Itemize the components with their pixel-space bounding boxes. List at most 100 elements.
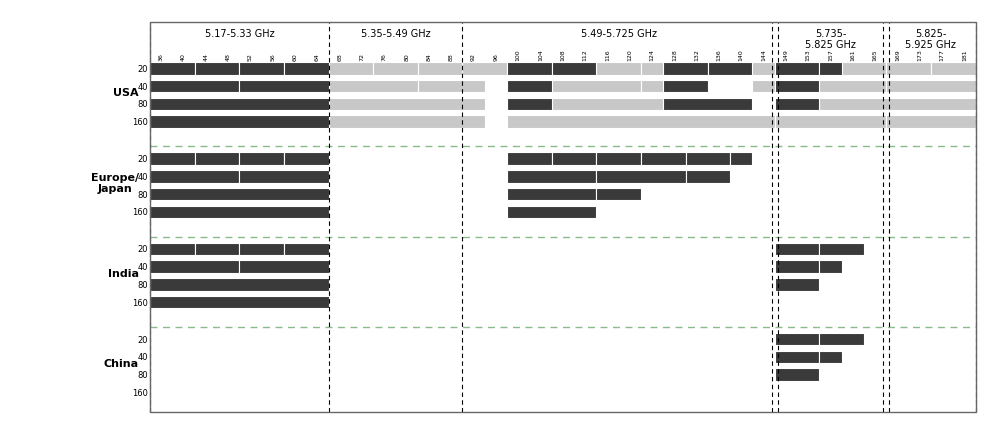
Bar: [150, 153, 195, 166]
Bar: [596, 153, 641, 166]
Text: 124: 124: [650, 49, 655, 61]
Text: 177: 177: [940, 49, 945, 61]
Text: 84: 84: [426, 53, 432, 61]
Text: 104: 104: [538, 49, 543, 61]
Bar: [641, 153, 686, 166]
Bar: [418, 63, 462, 75]
Bar: [819, 351, 842, 363]
Text: India: India: [108, 268, 139, 278]
Bar: [150, 296, 329, 308]
Bar: [150, 171, 239, 183]
Bar: [284, 63, 329, 75]
Text: Europe/
Japan: Europe/ Japan: [91, 172, 139, 194]
Text: 80: 80: [137, 100, 148, 109]
Text: 5.49-5.725 GHz: 5.49-5.725 GHz: [581, 28, 657, 39]
Text: 5.35-5.49 GHz: 5.35-5.49 GHz: [361, 28, 430, 39]
Text: USA: USA: [113, 88, 139, 98]
Bar: [150, 279, 329, 291]
Bar: [886, 63, 931, 75]
Text: 80: 80: [137, 280, 148, 289]
Bar: [752, 63, 775, 75]
Text: 160: 160: [132, 118, 148, 127]
Text: 20: 20: [137, 155, 148, 164]
Bar: [663, 98, 752, 111]
Text: 52: 52: [248, 53, 253, 61]
Bar: [329, 81, 418, 93]
Bar: [329, 116, 485, 128]
Bar: [886, 81, 976, 93]
Bar: [775, 333, 819, 346]
Bar: [418, 81, 485, 93]
Bar: [775, 279, 819, 291]
Bar: [596, 63, 641, 75]
Text: 56: 56: [270, 53, 275, 61]
Bar: [239, 171, 329, 183]
Text: 5.17-5.33 GHz: 5.17-5.33 GHz: [205, 28, 274, 39]
Bar: [886, 116, 976, 128]
Bar: [775, 261, 819, 273]
Text: 120: 120: [627, 49, 632, 61]
Bar: [641, 63, 663, 75]
Text: 20: 20: [137, 64, 148, 74]
Text: 144: 144: [761, 49, 766, 61]
Text: 76: 76: [382, 53, 387, 61]
Bar: [150, 261, 239, 273]
Bar: [195, 153, 239, 166]
Bar: [819, 63, 842, 75]
Bar: [819, 81, 886, 93]
Text: 44: 44: [203, 53, 208, 61]
Bar: [819, 98, 976, 111]
Bar: [775, 81, 819, 93]
Bar: [686, 153, 730, 166]
Text: 112: 112: [583, 49, 588, 61]
Text: 140: 140: [739, 49, 744, 61]
Bar: [329, 63, 373, 75]
Text: 40: 40: [137, 353, 148, 362]
Bar: [819, 333, 864, 346]
Bar: [239, 261, 329, 273]
Bar: [239, 153, 284, 166]
Text: 173: 173: [917, 49, 922, 61]
Text: 48: 48: [226, 53, 231, 61]
Bar: [507, 188, 596, 201]
Bar: [842, 63, 886, 75]
Text: 80: 80: [404, 53, 409, 61]
Bar: [775, 63, 819, 75]
Text: 108: 108: [560, 49, 565, 61]
Text: 136: 136: [716, 49, 722, 61]
Text: 160: 160: [132, 208, 148, 217]
Bar: [552, 81, 641, 93]
Bar: [663, 63, 708, 75]
Text: 80: 80: [137, 190, 148, 199]
Text: 64: 64: [315, 53, 320, 61]
Text: 160: 160: [132, 388, 148, 397]
Text: 153: 153: [806, 49, 811, 61]
Bar: [150, 116, 329, 128]
Text: 88: 88: [449, 53, 454, 61]
Text: 68: 68: [337, 53, 342, 61]
Bar: [552, 153, 596, 166]
Bar: [641, 81, 663, 93]
Bar: [462, 63, 507, 75]
Text: 132: 132: [694, 49, 699, 61]
Text: 157: 157: [828, 49, 833, 61]
Bar: [775, 116, 886, 128]
Bar: [552, 98, 663, 111]
Text: 165: 165: [873, 49, 878, 61]
Bar: [150, 81, 239, 93]
Text: 80: 80: [137, 370, 148, 379]
Bar: [150, 98, 329, 111]
Bar: [507, 116, 775, 128]
Text: 36: 36: [159, 53, 164, 61]
Bar: [775, 369, 819, 381]
Text: 20: 20: [137, 245, 148, 254]
Bar: [150, 188, 329, 201]
Bar: [150, 206, 329, 218]
Text: 40: 40: [137, 172, 148, 181]
Bar: [239, 81, 329, 93]
Text: 20: 20: [137, 335, 148, 344]
Bar: [284, 243, 329, 255]
Text: 72: 72: [360, 53, 365, 61]
Bar: [507, 153, 552, 166]
Text: 96: 96: [493, 53, 498, 61]
